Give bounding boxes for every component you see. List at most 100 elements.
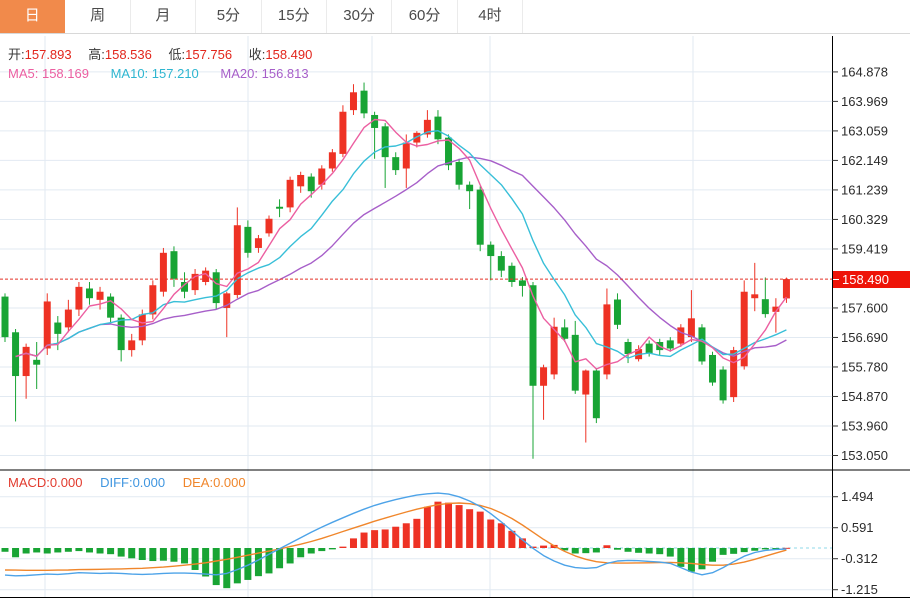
candle-body <box>297 174 305 187</box>
candle-body <box>761 299 769 315</box>
macd-bar <box>518 538 526 548</box>
candle-body <box>107 296 115 318</box>
macd-bar <box>1 548 9 552</box>
candle-body <box>328 152 336 169</box>
ohlc-readout: 开:157.893 高:158.536 低:157.756 收:158.490 <box>8 44 325 63</box>
candle-body <box>645 343 653 354</box>
ma5-line <box>15 118 787 370</box>
macd-bar <box>43 548 51 554</box>
candle-body <box>339 111 347 154</box>
candle-body <box>307 176 315 192</box>
macd-bar <box>529 546 537 548</box>
macd-bar <box>149 548 157 562</box>
macd-bar <box>635 548 643 553</box>
candle-body <box>677 327 685 344</box>
candle-body <box>592 370 600 419</box>
macd-bar <box>761 548 769 550</box>
macd-bar <box>540 545 548 548</box>
candle-body <box>518 280 526 286</box>
price-axis-label: 161.239 <box>841 182 888 197</box>
macd-bar <box>297 548 305 558</box>
candle-body <box>487 244 495 257</box>
close-label: 收: <box>248 47 266 62</box>
macd-axis-label: 1.494 <box>841 489 874 504</box>
macd-bar <box>508 530 516 548</box>
ma5-readout: MA5: 158.169 <box>8 66 89 81</box>
candle-body <box>550 326 558 375</box>
price-axis-label: 162.149 <box>841 153 888 168</box>
macd-bar <box>413 518 421 548</box>
tab-month[interactable]: 月 <box>131 0 197 33</box>
macd-value-readout: MACD:0.000 <box>8 475 83 490</box>
macd-bar <box>22 548 30 554</box>
candle-body <box>96 291 104 300</box>
high-value: 158.536 <box>104 47 152 62</box>
macd-bar <box>698 548 706 570</box>
candle-body <box>381 126 389 158</box>
candle-body <box>33 359 41 365</box>
macd-bar <box>12 548 20 558</box>
candle-body <box>476 189 484 245</box>
price-axis-label: 164.878 <box>841 64 888 79</box>
macd-bar <box>392 526 400 548</box>
candle-body <box>54 322 62 334</box>
candle-body <box>254 238 262 248</box>
tab-week[interactable]: 周 <box>65 0 131 33</box>
candle-body <box>666 340 674 349</box>
price-axis-label: 154.870 <box>841 389 888 404</box>
macd-bar <box>170 548 178 562</box>
macd-bar <box>107 548 115 555</box>
macd-bar <box>276 548 284 569</box>
timeframe-tabbar: 日周月 5分 15分 30分 60分 4时 <box>0 0 910 34</box>
macd-bar <box>402 523 410 548</box>
open-label: 开: <box>8 47 25 62</box>
macd-bar <box>582 548 590 554</box>
candle-body <box>12 332 20 377</box>
macd-bar <box>656 548 664 555</box>
candle-body <box>117 317 125 351</box>
tab-4hour[interactable]: 4时 <box>458 0 524 33</box>
tab-day[interactable]: 日 <box>0 0 66 33</box>
macd-bar <box>117 548 125 557</box>
candle-body <box>43 301 51 349</box>
candle-body <box>22 346 30 377</box>
price-axis-label: 155.780 <box>841 359 888 374</box>
macd-bar <box>328 548 336 550</box>
tab-30min[interactable]: 30分 <box>327 0 393 33</box>
macd-bar <box>159 548 167 561</box>
macd-bar <box>730 548 738 554</box>
price-axis-label: 163.059 <box>841 123 888 138</box>
ma-readout: MA5: 158.169 MA10: 157.210 MA20: 156.813 <box>8 66 309 81</box>
macd-bar <box>254 548 262 577</box>
tab-15min[interactable]: 15分 <box>262 0 327 33</box>
candle-body <box>709 354 717 383</box>
macd-bar <box>191 548 199 570</box>
macd-bar <box>613 548 621 550</box>
candle-body <box>782 279 790 299</box>
candle-body <box>751 294 759 299</box>
ma20-line <box>15 156 787 358</box>
diff-value-readout: DIFF:0.000 <box>100 475 166 490</box>
price-axis-label: 160.329 <box>841 212 888 227</box>
candle-body <box>540 367 548 386</box>
macd-bar <box>128 548 136 559</box>
macd-bar <box>782 547 790 549</box>
macd-bar <box>360 532 368 548</box>
candle-body <box>149 285 157 315</box>
tab-5min[interactable]: 5分 <box>196 0 262 33</box>
macd-bar <box>96 548 104 554</box>
candle-body <box>497 256 505 271</box>
macd-bar <box>64 548 72 552</box>
candle-body <box>603 304 611 375</box>
dea-line <box>4 502 787 571</box>
price-axis-label: 153.960 <box>841 418 888 433</box>
macd-bar <box>466 509 474 548</box>
candle-body <box>244 226 252 253</box>
macd-bar <box>318 548 326 552</box>
high-label: 高: <box>88 47 105 62</box>
tab-60min[interactable]: 60分 <box>392 0 458 33</box>
macd-bar <box>497 523 505 548</box>
macd-bar <box>85 548 93 553</box>
